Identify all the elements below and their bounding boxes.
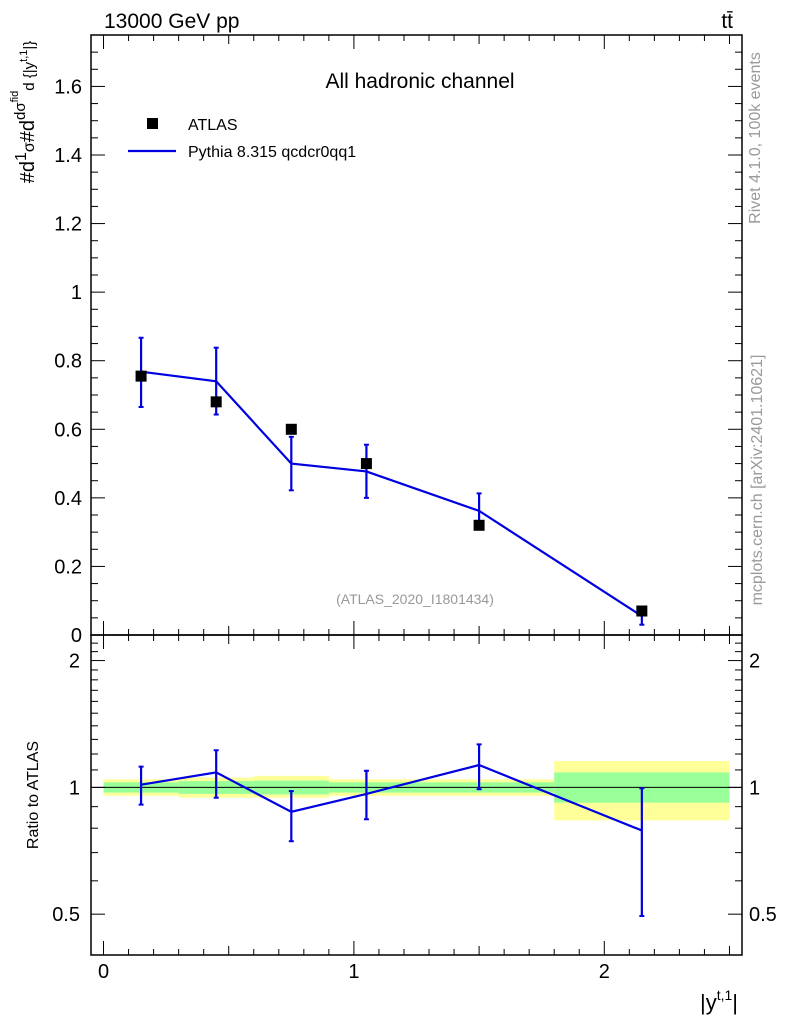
atlas-data-point	[473, 519, 485, 531]
ratio-y-tick-label-left: 1	[69, 777, 80, 799]
analysis-id-label: (ATLAS_2020_I1801434)	[336, 591, 494, 607]
y-tick-label: 0.4	[54, 488, 82, 510]
atlas-data-point	[285, 423, 297, 435]
legend-atlas-marker	[147, 118, 158, 129]
y-tick-label: 0.6	[54, 419, 82, 441]
pythia-line	[140, 370, 643, 618]
svg-text:#d1σ#ddσfidd {|yt,1|}: #d1σ#ddσfidd {|yt,1|}	[9, 41, 39, 184]
legend: ATLAS Pythia 8.315 qcdcr0qq1	[128, 117, 356, 161]
ratio-y-tick-label-left: 2	[69, 651, 80, 673]
ratio-y-tick-label-right: 0.5	[749, 904, 777, 926]
x-axis-label: |yt,1|	[700, 987, 738, 1015]
y-tick-label: 0.2	[54, 556, 82, 578]
svg-text:|yt,1|: |yt,1|	[700, 987, 738, 1015]
ratio-y-axis-label: Ratio to ATLAS	[25, 741, 42, 849]
atlas-data-point	[636, 605, 648, 617]
rivet-version-label: Rivet 4.1.0, 100k events	[747, 52, 764, 224]
ratio-y-tick-label-right: 2	[749, 651, 760, 673]
process-label: tt̄	[721, 10, 733, 33]
pythia-ratio-line	[140, 763, 643, 832]
x-tick-label: 2	[599, 961, 610, 983]
ratio-panel: 0 1 2 0.5 0.5 1 1 2 2	[52, 634, 777, 983]
x-tick-label: 0	[98, 961, 109, 983]
ratio-y-tick-label-right: 1	[749, 777, 760, 799]
y-tick-label: 0.8	[54, 351, 82, 373]
y-tick-label: 0	[71, 625, 82, 647]
x-tick-label: 1	[348, 961, 359, 983]
atlas-data-point	[360, 458, 372, 470]
y-tick-label: 1.6	[54, 76, 82, 98]
legend-pythia-label: Pythia 8.315 qcdcr0qq1	[188, 144, 356, 161]
chart-title: All hadronic channel	[325, 70, 514, 93]
y-tick-label: 1.2	[54, 214, 82, 236]
y-tick-label: 1	[71, 282, 82, 304]
main-panel: 0 0.2 0.4 0.6 0.8 1 1.2 1.4 1.6	[54, 34, 743, 647]
energy-label: 13000 GeV pp	[104, 10, 239, 33]
atlas-data-point	[135, 370, 147, 382]
ratio-frame	[90, 634, 743, 956]
ratio-y-tick-label-left: 0.5	[52, 904, 80, 926]
legend-atlas-label: ATLAS	[188, 117, 238, 134]
main-y-axis-label: #d1σ#ddσfidd {|yt,1|}	[9, 41, 39, 184]
mcplots-label: mcplots.cern.ch [arXiv:2401.10621]	[749, 355, 766, 606]
y-tick-label: 1.4	[54, 145, 82, 167]
atlas-data-point	[210, 396, 222, 408]
